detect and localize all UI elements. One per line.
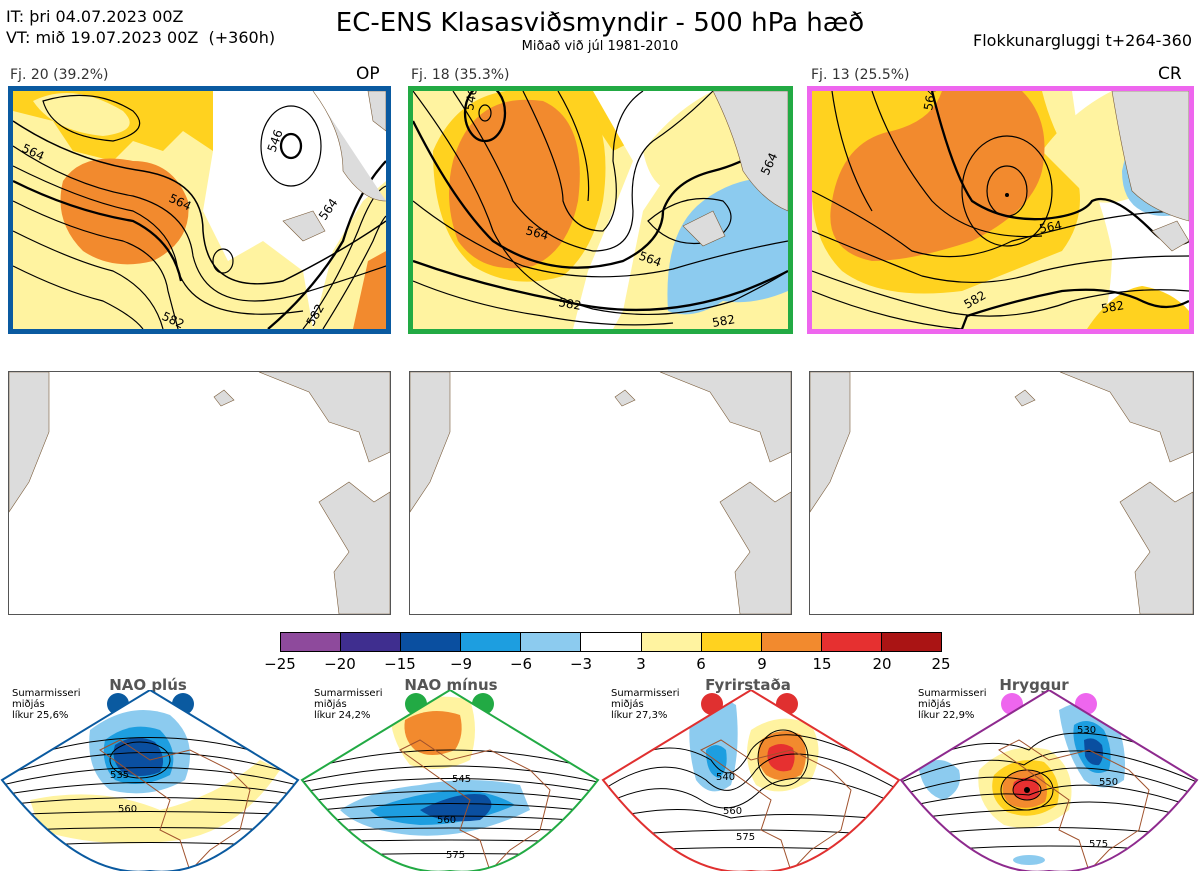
regime-likelihood: líkur 27,3% (611, 710, 668, 721)
regime-2-contour-label: 575 (446, 850, 465, 861)
regime-1-title: NAO plús (109, 676, 187, 694)
regime-likelihood: líkur 25,6% (12, 710, 69, 721)
regime-3-info: Sumarmisseri miðjás líkur 27,3% (611, 688, 679, 721)
regime-2-contour-label: 560 (437, 815, 456, 826)
cluster-2-map: 546 564 564 564 582 582 (408, 86, 793, 334)
cluster-2-label: Fj. 18 (35.3%) (411, 67, 510, 83)
regime-mean: miðjás (918, 699, 951, 710)
regime-4-map: 530 550 575 (899, 690, 1199, 871)
colorbar-tick: 9 (757, 655, 767, 673)
regime-2-info: Sumarmisseri miðjás líkur 24,2% (314, 688, 382, 721)
cluster-2-contour-label: 546 (462, 91, 480, 112)
cluster-3-label: Fj. 13 (25.5%) (811, 67, 910, 83)
regime-2-title: NAO mínus (404, 676, 498, 694)
valid-time: VT: mið 19.07.2023 00Z (+360h) (6, 28, 276, 47)
cluster-3-contour-label: 564 (921, 91, 939, 112)
cluster-1-label: Fj. 20 (39.2%) (10, 67, 109, 83)
page-title: EC-ENS Klasasviðsmyndir - 500 hPa hæð (335, 8, 865, 38)
colorbar-swatch (401, 633, 462, 651)
cluster-1-map: 564 564 546 582 582 564 (8, 86, 391, 334)
classification-window: Flokkunargluggi t+264-360 (973, 31, 1192, 50)
colorbar-swatch (461, 633, 522, 651)
empty-map-3 (809, 371, 1194, 615)
regime-2-map: 545 560 575 (300, 690, 600, 871)
cluster-3-contour-label: 564 (1038, 218, 1063, 236)
issue-time: IT: þri 04.07.2023 00Z (6, 7, 184, 26)
regime-2-contour-label: 545 (452, 774, 471, 785)
cluster-1-tag: OP (356, 64, 380, 84)
regime-likelihood: líkur 22,9% (918, 710, 975, 721)
colorbar-swatch (881, 633, 942, 651)
colorbar-tick: 20 (872, 655, 892, 673)
regime-3-contour-label: 575 (736, 832, 755, 843)
colorbar-tick: 3 (636, 655, 646, 673)
regime-1-map: 535 560 (0, 690, 300, 871)
colorbar-tick: 25 (931, 655, 951, 673)
regime-season: Sumarmisseri (12, 688, 81, 699)
regime-3-map: 540 560 575 (601, 690, 901, 871)
cluster-3-tag: CR (1158, 64, 1182, 84)
regime-mean: miðjás (611, 699, 644, 710)
regime-4-contour-label: 575 (1089, 839, 1108, 850)
regime-4-contour-label: 530 (1077, 725, 1096, 736)
colorbar-swatch (281, 633, 342, 651)
cluster-3-map: 564 564 582 582 (807, 86, 1194, 334)
regime-mean: miðjás (12, 699, 45, 710)
colorbar-swatch (521, 633, 582, 651)
regime-4-title: Hryggur (999, 676, 1069, 694)
cluster-2-contour-label: 582 (557, 295, 582, 313)
cluster-2-contour-label: 582 (711, 312, 736, 329)
colorbar (280, 632, 942, 652)
regime-3-title: Fyrirstaða (705, 676, 791, 694)
colorbar-tick: −3 (569, 655, 593, 673)
page-subtitle: Miðað við júl 1981-2010 (521, 39, 679, 54)
colorbar-swatch (821, 633, 882, 651)
colorbar-swatch (761, 633, 822, 651)
colorbar-tick: −25 (264, 655, 296, 673)
regime-3-contour-label: 540 (716, 772, 735, 783)
colorbar-swatch (701, 633, 762, 651)
regime-season: Sumarmisseri (918, 688, 987, 699)
colorbar-swatch (341, 633, 402, 651)
regime-season: Sumarmisseri (611, 688, 680, 699)
colorbar-tick: −6 (509, 655, 533, 673)
colorbar-tick: −15 (384, 655, 416, 673)
regime-1-info: Sumarmisseri miðjás líkur 25,6% (12, 688, 80, 721)
regime-season: Sumarmisseri (314, 688, 383, 699)
regime-3-contour-label: 560 (723, 806, 742, 817)
regime-likelihood: líkur 24,2% (314, 710, 371, 721)
header-info: IT: þri 04.07.2023 00Z VT: mið 19.07.202… (6, 6, 275, 48)
empty-map-1 (8, 371, 391, 615)
regime-1-contour-label: 535 (110, 770, 129, 781)
cluster-3-contour-label: 582 (1100, 298, 1125, 316)
regime-mean: miðjás (314, 699, 347, 710)
empty-map-2 (409, 371, 792, 615)
cluster-2-contour-label: 564 (524, 223, 550, 242)
colorbar-swatch (581, 633, 642, 651)
colorbar-swatch (641, 633, 702, 651)
regime-4-info: Sumarmisseri miðjás líkur 22,9% (918, 688, 986, 721)
regime-1-contour-label: 560 (118, 804, 137, 815)
colorbar-tick: −9 (449, 655, 473, 673)
colorbar-tick: 6 (696, 655, 706, 673)
colorbar-tick: 15 (812, 655, 832, 673)
colorbar-tick: −20 (324, 655, 356, 673)
regime-4-contour-label: 550 (1099, 777, 1118, 788)
